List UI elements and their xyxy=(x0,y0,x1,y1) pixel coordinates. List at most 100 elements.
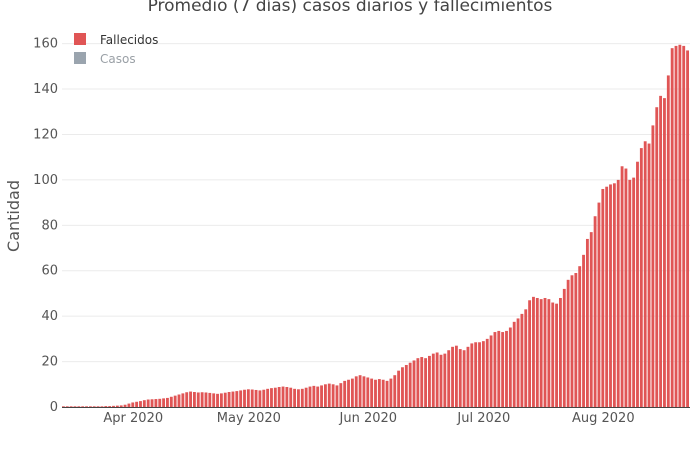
y-tick-label: 120 xyxy=(33,127,58,142)
legend-label-fallecidos: Fallecidos xyxy=(100,33,158,47)
bar-fallecidos xyxy=(655,107,659,407)
bar-fallecidos xyxy=(158,398,162,407)
y-tick-label: 140 xyxy=(33,82,58,97)
x-tick-label: Jul 2020 xyxy=(456,411,510,426)
legend-item-fallecidos[interactable]: Fallecidos xyxy=(74,33,158,47)
bar-fallecidos xyxy=(100,406,104,407)
bar-fallecidos xyxy=(397,370,401,407)
bar-fallecidos xyxy=(589,232,593,407)
bar-fallecidos xyxy=(605,186,609,407)
bar-fallecidos xyxy=(647,143,651,408)
bar-fallecidos xyxy=(663,98,666,407)
bar-fallecidos xyxy=(196,392,200,407)
bar-fallecidos xyxy=(532,296,535,407)
bar-fallecidos xyxy=(139,401,142,407)
bar-fallecidos xyxy=(551,302,555,407)
bar-fallecidos xyxy=(354,376,358,407)
y-tick-label: 40 xyxy=(41,309,58,324)
bar-fallecidos xyxy=(643,141,647,407)
bar-fallecidos xyxy=(119,405,123,407)
bar-fallecidos xyxy=(470,343,474,407)
legend-item-casos[interactable]: Casos xyxy=(74,52,136,66)
bar-fallecidos xyxy=(69,406,73,407)
bar-fallecidos xyxy=(566,279,570,407)
bar-fallecidos xyxy=(485,338,489,407)
bar-fallecidos xyxy=(505,330,508,407)
bar-fallecidos xyxy=(281,386,285,407)
bar-fallecidos xyxy=(323,384,327,407)
bar-fallecidos xyxy=(659,95,663,408)
y-tick-label: 160 xyxy=(33,37,58,52)
bar-fallecidos xyxy=(212,393,216,407)
bar-fallecidos xyxy=(104,406,108,407)
bar-fallecidos xyxy=(262,389,266,407)
bar-fallecidos xyxy=(312,385,316,407)
bar-fallecidos xyxy=(585,238,589,407)
bar-fallecidos xyxy=(358,375,362,407)
bar-fallecidos xyxy=(612,183,616,407)
bar-fallecidos xyxy=(327,383,331,407)
x-tick-label: Jun 2020 xyxy=(339,411,398,426)
bar-fallecidos xyxy=(146,399,150,407)
bar-fallecidos xyxy=(127,403,131,407)
bar-fallecidos xyxy=(77,406,81,407)
bar-fallecidos xyxy=(366,377,370,407)
bars xyxy=(62,44,689,408)
bar-fallecidos xyxy=(555,303,558,407)
bar-fallecidos xyxy=(639,148,643,407)
bar-fallecidos xyxy=(123,404,127,407)
bar-fallecidos xyxy=(686,50,689,407)
bar-fallecidos xyxy=(624,168,628,407)
y-tick-label: 60 xyxy=(41,264,58,279)
bar-fallecidos xyxy=(112,405,115,407)
bar-fallecidos xyxy=(169,396,173,407)
bar-fallecidos xyxy=(177,394,181,407)
y-tick-label: 0 xyxy=(50,400,58,415)
bar-fallecidos xyxy=(670,48,674,408)
bar-fallecidos xyxy=(424,358,428,407)
bar-fallecidos xyxy=(381,379,385,407)
bar-fallecidos xyxy=(362,376,366,407)
bar-fallecidos xyxy=(316,386,320,407)
bar-fallecidos xyxy=(582,254,585,407)
bar-fallecidos xyxy=(162,398,166,407)
bar-fallecidos xyxy=(270,388,273,407)
bar-fallecidos xyxy=(478,342,481,407)
bar-fallecidos xyxy=(632,177,636,407)
bar-fallecidos xyxy=(293,388,297,407)
bar-fallecidos xyxy=(88,406,92,407)
bar-fallecidos xyxy=(258,390,262,407)
bar-fallecidos xyxy=(570,275,574,407)
bar-fallecidos xyxy=(115,405,119,407)
bar-fallecidos xyxy=(559,297,562,407)
bar-fallecidos xyxy=(185,392,189,407)
bar-fallecidos xyxy=(601,188,605,407)
bar-fallecidos xyxy=(300,388,304,407)
bar-fallecidos xyxy=(481,341,485,407)
bar-fallecidos xyxy=(266,388,270,407)
bar-fallecidos xyxy=(512,321,516,407)
bar-fallecidos xyxy=(273,387,277,407)
bar-fallecidos xyxy=(304,387,308,407)
bar-fallecidos xyxy=(528,300,532,407)
bar-fallecidos xyxy=(235,391,239,407)
bar-fallecidos xyxy=(501,332,505,407)
axes: 0 20 40 60 80 100 120 140 160 Apr 2020 May 2020 Jun… xyxy=(33,37,690,426)
bar-fallecidos xyxy=(227,392,231,407)
bar-fallecidos xyxy=(135,401,139,407)
bar-fallecidos xyxy=(96,406,100,407)
bar-fallecidos xyxy=(412,360,416,407)
bar-fallecidos xyxy=(543,297,547,407)
chart-title: Promedio (7 días) casos diarios y fallec… xyxy=(147,0,553,16)
bar-fallecidos xyxy=(166,397,169,407)
bar-fallecidos xyxy=(420,357,424,407)
bar-fallecidos xyxy=(466,346,470,407)
bar-fallecidos xyxy=(204,392,208,407)
bar-fallecidos xyxy=(401,367,404,407)
bar-fallecidos xyxy=(219,393,223,407)
bar-fallecidos xyxy=(474,342,478,407)
bar-fallecidos xyxy=(539,299,543,407)
bar-fallecidos xyxy=(593,216,597,407)
bar-fallecidos xyxy=(347,379,350,407)
bar-fallecidos xyxy=(231,391,235,407)
